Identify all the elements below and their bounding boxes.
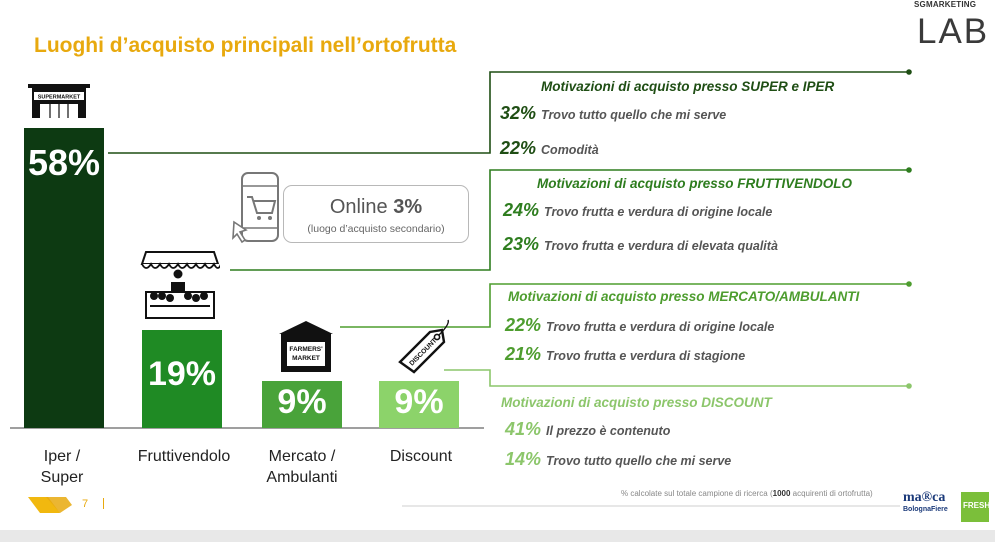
category-label-iper-super: Iper / Super	[28, 446, 96, 488]
connector-mercato	[340, 283, 909, 328]
farmers-market-icon: FARMERS' MARKET	[279, 321, 333, 372]
motivation-text: Trovo frutta e verdura di origine locale	[544, 205, 773, 219]
online-callout: Online 3% (luogo d’acquisto secondario)	[283, 185, 469, 243]
motivation-pct: 24%	[503, 200, 540, 220]
category-line-1: Iper /	[43, 448, 81, 465]
page-divider	[103, 498, 104, 509]
motivation-pct: 22%	[505, 315, 542, 335]
bar-label-discount: 9%	[394, 383, 444, 422]
motivation-title-fruttivendolo: Motivazioni di acquisto presso FRUTTIVEN…	[537, 176, 853, 191]
fresh-logo: FRESH	[961, 492, 991, 522]
category-label-mercato: Mercato / Ambulanti	[256, 446, 348, 488]
online-label: Online	[329, 196, 388, 218]
motivation-pct: 14%	[505, 449, 542, 469]
motivation-row: 22% Trovo frutta e verdura di origine loc…	[505, 315, 774, 336]
motivation-row: 21% Trovo frutta e verdura di stagione	[505, 344, 745, 365]
motivation-row: 23% Trovo frutta e verdura di elevata qua…	[503, 234, 778, 255]
motivation-text: Trovo frutta e verdura di elevata qualit…	[544, 239, 778, 253]
motivation-text: Trovo tutto quello che mi serve	[546, 454, 732, 468]
fresh-text: FRESH	[963, 501, 991, 510]
bar-label-fruttivendolo: 19%	[147, 354, 217, 393]
footnote: % calcolate sul totale campione di ricer…	[621, 489, 873, 498]
bar-label-iper-super: 58%	[27, 142, 101, 183]
motivation-title-mercato: Motivazioni di acquisto presso MERCATO/A…	[508, 289, 860, 304]
motivation-text: Trovo frutta e verdura di stagione	[546, 349, 746, 363]
logo-top-text: SGMARKETING	[914, 0, 977, 9]
motivation-row: 41% Il prezzo è contenuto	[505, 419, 670, 440]
farmers-text-2: MARKET	[292, 355, 320, 362]
lab-logo: LAB	[917, 12, 990, 51]
motivation-pct: 22%	[500, 138, 537, 158]
farmers-text-1: FARMERS'	[289, 346, 323, 353]
bar-label-mercato: 9%	[277, 383, 327, 422]
online-value: 3%	[393, 196, 423, 218]
category-line-1: Mercato /	[268, 448, 336, 465]
motivation-title-super: Motivazioni di acquisto presso SUPER e I…	[541, 79, 835, 94]
online-shopping-icon	[232, 172, 279, 244]
connector-frutti	[230, 169, 909, 271]
motivation-row: 32% Trovo tutto quello che mi serve	[500, 103, 726, 124]
footnote-post: acquirenti di ortofrutta)	[790, 489, 873, 498]
motivation-pct: 41%	[505, 419, 542, 439]
motivation-pct: 23%	[503, 234, 540, 254]
supermarket-icon: SUPERMARKET	[28, 84, 90, 118]
connector-discount	[444, 369, 909, 387]
motivation-pct: 32%	[500, 103, 537, 123]
category-line-2: Super	[40, 469, 84, 486]
motivation-row: 24% Trovo frutta e verdura di origine loc…	[503, 200, 772, 221]
bar-iper-super: 58%	[24, 128, 104, 428]
motivation-text: Trovo tutto quello che mi serve	[541, 108, 727, 122]
motivation-text: Il prezzo è contenuto	[546, 424, 671, 438]
discount-tag-icon: DISCOUNT	[398, 319, 449, 374]
online-note: (luogo d’acquisto secondario)	[307, 223, 445, 235]
bottom-strip	[0, 530, 995, 542]
fruit-stand-icon	[140, 251, 220, 319]
online-main-text: Online 3%	[284, 196, 468, 219]
motivation-pct: 21%	[505, 344, 542, 364]
marca-logo: ma®ca	[903, 490, 946, 505]
connector-super	[108, 71, 909, 154]
company-logo-icon	[28, 497, 72, 513]
bar-discount: 9%	[379, 381, 459, 428]
motivation-row: 22% Comodità	[500, 138, 599, 159]
bar-fruttivendolo: 19%	[142, 329, 222, 428]
bolognafiere-logo: BolognaFiere	[903, 506, 948, 513]
motivation-title-discount: Motivazioni di acquisto presso DISCOUNT	[501, 395, 772, 410]
footnote-pre: % calcolate sul totale campione di ricer…	[621, 489, 773, 498]
motivation-text: Trovo frutta e verdura di origine locale	[546, 320, 775, 334]
footnote-bold: 1000	[772, 489, 791, 498]
supermarket-sign: SUPERMARKET	[38, 95, 81, 101]
category-label-discount: Discount	[389, 448, 453, 465]
page-number: 7	[82, 498, 89, 510]
motivation-row: 14% Trovo tutto quello che mi serve	[505, 449, 731, 470]
motivation-text: Comodità	[541, 143, 599, 157]
category-label-fruttivendolo: Fruttivendolo	[137, 448, 231, 465]
category-line-2: Ambulanti	[266, 469, 338, 486]
bar-mercato: 9%	[262, 381, 342, 428]
page-title: Luoghi d’acquisto principali nell’ortofr…	[34, 34, 457, 57]
